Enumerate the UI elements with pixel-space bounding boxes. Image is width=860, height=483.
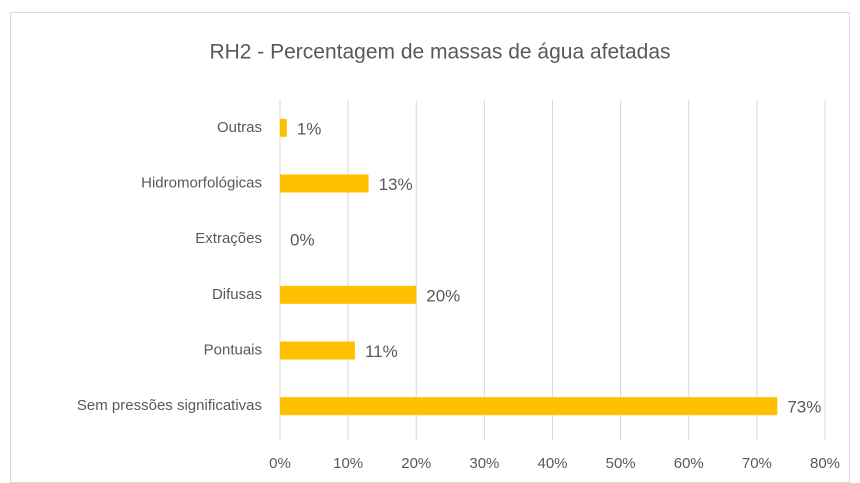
data-label: 73% xyxy=(787,398,821,417)
y-tick-label: Extrações xyxy=(195,230,262,247)
chart-title: RH2 - Percentagem de massas de água afet… xyxy=(209,41,670,64)
y-tick-label: Pontuais xyxy=(204,341,262,358)
data-label: 20% xyxy=(426,286,460,305)
data-label: 0% xyxy=(290,231,315,250)
bar xyxy=(280,285,417,304)
x-tick-label: 80% xyxy=(810,455,840,472)
x-tick-label: 30% xyxy=(469,455,499,472)
x-tick-label: 0% xyxy=(269,455,291,472)
bar xyxy=(280,397,778,416)
x-tick-label: 10% xyxy=(333,455,363,472)
x-tick-label: 20% xyxy=(401,455,431,472)
bar xyxy=(280,118,287,137)
bar xyxy=(280,174,369,193)
x-tick-label: 60% xyxy=(674,455,704,472)
x-tick-label: 70% xyxy=(742,455,772,472)
data-label: 13% xyxy=(379,175,413,194)
y-tick-label: Sem pressões significativas xyxy=(77,397,262,414)
bar xyxy=(280,341,355,360)
y-tick-label: Difusas xyxy=(212,286,262,303)
x-tick-label: 50% xyxy=(606,455,636,472)
y-tick-label: Outras xyxy=(217,119,262,136)
x-tick-label: 40% xyxy=(537,455,567,472)
y-tick-label: Hidromorfológicas xyxy=(141,174,262,191)
data-label: 11% xyxy=(365,342,398,361)
data-label: 1% xyxy=(297,119,322,138)
